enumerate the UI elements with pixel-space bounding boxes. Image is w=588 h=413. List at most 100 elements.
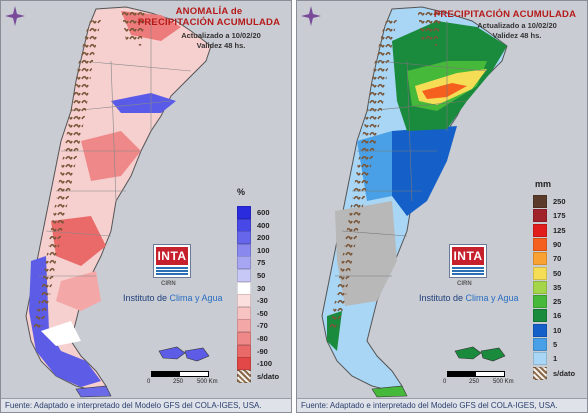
legend-swatch [533, 338, 547, 351]
legend-swatch [533, 323, 547, 337]
tierra-del-fuego [75, 385, 112, 398]
anomaly-map-panel: ANOMALÍA de PRECIPITACIÓN ACUMULADA Actu… [0, 0, 292, 413]
legend-label: 30 [257, 283, 266, 293]
legend-swatch [237, 332, 251, 345]
scale-bar [447, 371, 505, 377]
legend-swatch [237, 269, 251, 282]
no-data-andes [417, 7, 442, 46]
inta-logo: INTA [153, 244, 191, 278]
legend-swatch [533, 309, 547, 323]
legend-swatch [533, 237, 547, 251]
legend-swatch [237, 306, 251, 320]
legend-swatch [533, 209, 547, 223]
legend-swatch [237, 319, 251, 333]
legend-swatch [237, 281, 251, 295]
anomaly-map [25, 6, 212, 398]
cirn-label: CIRN [161, 281, 176, 287]
legend-label: -100 [257, 359, 273, 369]
legend-label: 400 [257, 220, 270, 230]
legend-swatch [237, 344, 251, 358]
positive-anomaly-zone [41, 321, 81, 346]
validity: Validez 48 hs. [196, 41, 246, 50]
tierra-del-fuego [371, 385, 408, 398]
institute-name: Instituto de Clima y Agua [123, 293, 223, 303]
legend-label: 250 [553, 197, 566, 206]
legend-swatch [533, 223, 547, 237]
legend-label: -70 [257, 321, 268, 331]
legend-swatch [237, 256, 251, 270]
rain-zone-90mm [422, 83, 467, 99]
no-data-andes [329, 19, 397, 331]
legend-label: 100 [257, 245, 270, 255]
precipitation-map-panel: PRECIPITACIÓN ACUMULADA Actualizado a 10… [296, 0, 588, 413]
positive-anomaly-zone [111, 93, 176, 113]
legend-swatch [237, 369, 251, 383]
province-borders [39, 21, 192, 277]
compass-rose-icon [301, 6, 321, 26]
rain-zone-10mm [392, 126, 457, 216]
legend-label: 175 [553, 211, 566, 221]
no-data-andes [33, 19, 101, 331]
scale-bar [151, 371, 209, 377]
updated-date: Actualizado a 10/02/20 [477, 21, 557, 30]
source-footer: Fuente: Adaptado e interpretado del Mode… [1, 398, 291, 412]
legend-swatch [533, 352, 547, 366]
legend-swatch [237, 294, 251, 308]
legend-unit: mm [535, 179, 552, 189]
legend-label: 50 [553, 268, 562, 278]
legend-swatch [533, 266, 547, 280]
negative-anomaly-zone [81, 131, 141, 181]
legend-label: s/dato [553, 368, 576, 378]
institute-name: Instituto de Clima y Agua [419, 293, 519, 303]
legend-swatch [237, 243, 251, 257]
scale-label-500: 500 Km [493, 379, 514, 385]
legend-label: 1 [553, 354, 558, 364]
legend-unit: % [237, 187, 246, 197]
scale-label-250: 250 [173, 379, 184, 385]
precipitation-map [321, 6, 508, 398]
legend-label: 5 [553, 340, 558, 349]
legend-label: 125 [553, 225, 566, 235]
legend-label: -80 [257, 334, 268, 343]
legend-label: 10 [553, 325, 562, 335]
scale-label-0: 0 [147, 379, 151, 385]
negative-anomaly-zone [56, 271, 101, 311]
scale-label-500: 500 Km [197, 379, 218, 385]
legend-swatch [533, 366, 547, 380]
updated-date: Actualizado a 10/02/20 [181, 31, 261, 40]
legend-swatch [533, 252, 547, 266]
legend-swatch [237, 206, 251, 219]
province-borders [335, 21, 488, 277]
legend-swatch [237, 231, 251, 245]
legend-swatch [237, 357, 251, 371]
legend-label: 90 [553, 239, 562, 249]
map-title: PRECIPITACIÓN ACUMULADA [433, 9, 577, 20]
cirn-label: CIRN [457, 281, 472, 287]
legend-label: 35 [553, 282, 562, 292]
legend-swatch [533, 295, 547, 309]
map-title: ANOMALÍA de PRECIPITACIÓN ACUMULADA [137, 6, 281, 28]
legend-swatch [533, 280, 547, 294]
legend-label: 75 [257, 258, 266, 268]
legend-label: -30 [257, 296, 268, 306]
legend-swatch [533, 195, 547, 208]
negative-anomaly-zone [51, 216, 106, 266]
legend-label: 600 [257, 208, 270, 217]
malvinas-islands [158, 346, 210, 362]
legend-label: 70 [553, 254, 562, 264]
scale-label-250: 250 [469, 379, 480, 385]
compass-rose-icon [5, 6, 25, 26]
validity: Validez 48 hs. [492, 31, 542, 40]
legend-label: -50 [257, 308, 268, 318]
legend-label: 16 [553, 311, 562, 321]
legend-swatch [237, 218, 251, 232]
scale-label-0: 0 [443, 379, 447, 385]
legend-label: s/dato [257, 371, 280, 381]
legend-label: -90 [257, 346, 268, 356]
source-footer: Fuente: Adaptado e interpretado del Mode… [297, 398, 587, 412]
legend-label: 25 [553, 297, 562, 307]
malvinas-islands [454, 346, 506, 362]
no-data-andes [121, 7, 146, 46]
legend-label: 200 [257, 233, 270, 243]
inta-logo: INTA [449, 244, 487, 278]
